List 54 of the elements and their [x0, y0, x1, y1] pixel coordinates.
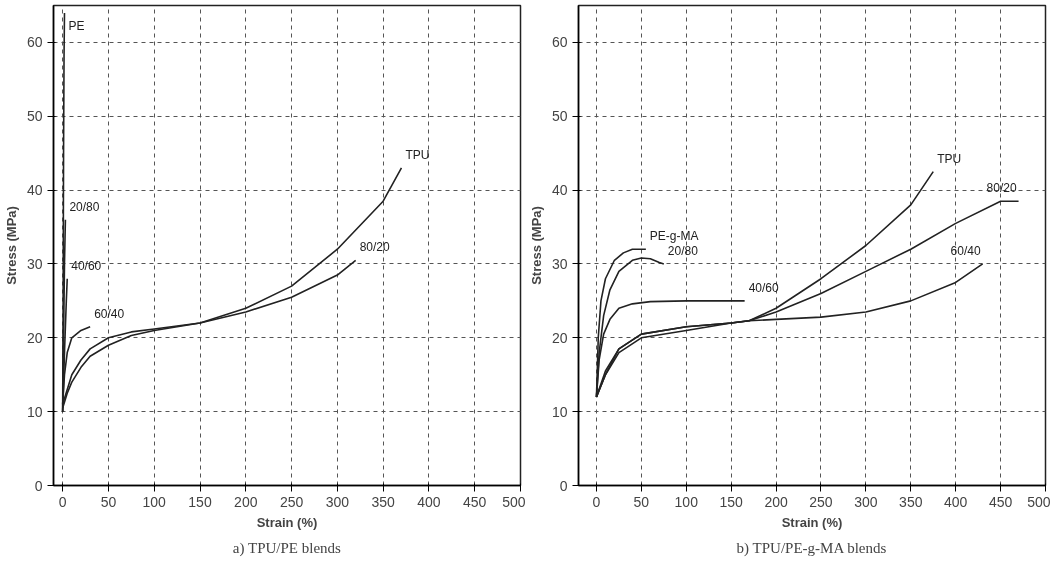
x-axis-title: Strain (%): [781, 514, 843, 530]
x-tick-label: 0: [592, 493, 601, 510]
y-tick-label: 0: [34, 477, 43, 494]
y-tick-label: 40: [26, 182, 43, 199]
y-tick-label: 60: [551, 34, 568, 51]
x-tick-label: 300: [325, 493, 350, 510]
x-tick-label: 150: [719, 493, 744, 510]
x-tick-label: 250: [279, 493, 304, 510]
y-tick-label: 20: [551, 329, 568, 346]
series-label: 40/60: [71, 258, 102, 273]
series-label: 60/40: [950, 243, 981, 258]
text: a) TPU/PE blends: [232, 539, 342, 557]
y-tick-label: 0: [559, 477, 568, 494]
series-label: PE: [68, 18, 85, 33]
y-tick-label: 60: [26, 34, 43, 51]
y-tick-label: 10: [26, 403, 43, 420]
y-tick-label: 10: [551, 403, 568, 420]
x-tick-label: 150: [188, 493, 212, 510]
x-tick-label: 350: [371, 493, 396, 510]
x-tick-label: 350: [899, 493, 923, 510]
series-label: TPU: [937, 151, 962, 166]
x-tick-label: 50: [100, 493, 117, 510]
x-tick-label: 400: [944, 493, 968, 510]
x-tick-label: 450: [463, 493, 487, 510]
x-tick-label: 0: [58, 493, 67, 510]
y-tick-label: 40: [551, 182, 568, 199]
x-tick-label: 50: [633, 493, 650, 510]
x-tick-label: 450: [988, 493, 1013, 510]
y-axis-title: Stress (MPa): [3, 206, 19, 285]
series-label: 80/20: [359, 240, 391, 255]
y-tick-label: 30: [551, 255, 568, 272]
x-tick-label: 250: [809, 493, 833, 510]
y-tick-label: 50: [26, 108, 43, 125]
series-label: 80/20: [986, 181, 1017, 196]
text: b) TPU/PE-g-MA blends: [736, 539, 887, 557]
x-tick-label: 400: [417, 493, 441, 510]
x-tick-label: 100: [142, 493, 167, 510]
x-tick-label: 200: [234, 493, 258, 510]
x-tick-label: 100: [674, 493, 699, 510]
y-tick-label: 20: [26, 329, 43, 346]
x-tick-label: 500: [502, 493, 526, 510]
series-label: TPU: [405, 147, 430, 162]
y-axis-title: Stress (MPa): [528, 206, 544, 285]
series-label: 40/60: [748, 280, 779, 295]
x-tick-label: 200: [764, 493, 788, 510]
x-tick-label: 500: [1027, 493, 1051, 510]
series-label: 20/80: [667, 243, 699, 258]
x-axis-title: Strain (%): [256, 514, 318, 530]
y-tick-label: 50: [551, 108, 568, 125]
series-label: 60/40: [94, 306, 125, 321]
series-label: 20/80: [69, 199, 100, 214]
series-label: PE-g-MA: [649, 229, 699, 244]
y-tick-label: 30: [26, 255, 43, 272]
x-tick-label: 300: [854, 493, 878, 510]
